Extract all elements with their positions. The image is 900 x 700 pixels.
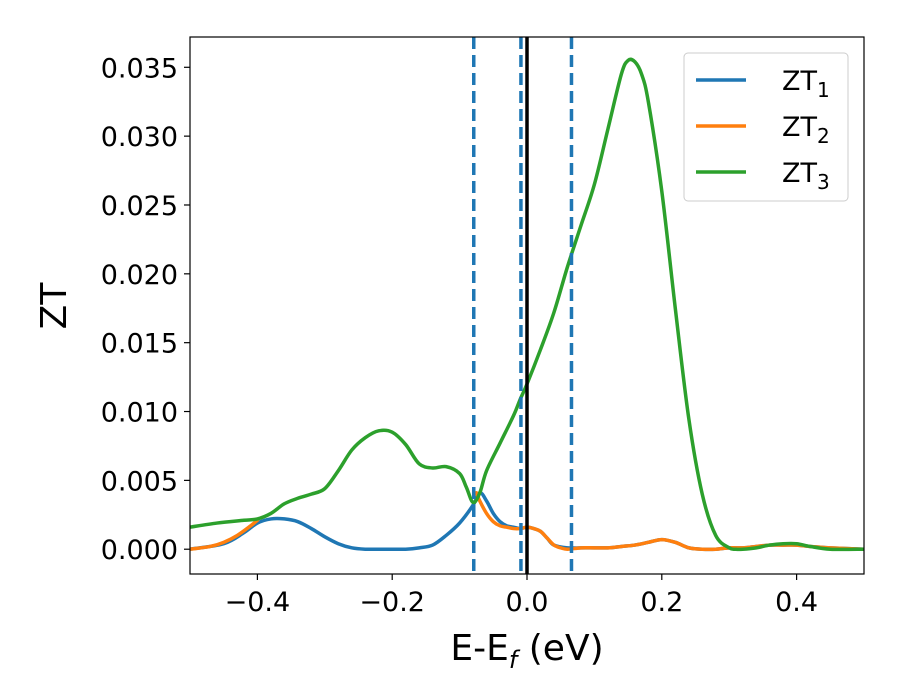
x-tick-label: 0.2	[640, 587, 683, 618]
y-tick-label: 0.035	[101, 53, 178, 84]
x-axis-label-main: E-E	[450, 628, 508, 669]
y-tick-label: 0.010	[101, 398, 178, 429]
x-tick-label: 0.0	[506, 587, 549, 618]
legend-label: ZT2	[782, 112, 830, 148]
series-line-zt3	[190, 57, 864, 552]
x-axis-label-unit: (eV)	[517, 628, 603, 669]
y-tick-label: 0.005	[101, 466, 178, 497]
y-tick-label: 0.015	[101, 329, 178, 360]
y-axis-label: ZT	[34, 282, 75, 330]
x-axis: −0.4 −0.2 0.0 0.2 0.4	[225, 574, 818, 618]
y-tick-label: 0.030	[101, 122, 178, 153]
x-tick-label: 0.4	[775, 587, 818, 618]
plot-area	[189, 36, 865, 575]
y-axis: 0.000 0.005 0.010 0.015 0.020 0.025 0.030 0.035	[101, 53, 190, 566]
x-axis-label: E-Ef (eV)	[450, 628, 603, 674]
y-tick-label: 0.025	[101, 191, 178, 222]
legend-box	[683, 52, 849, 202]
legend: ZT1 ZT2 ZT3	[683, 52, 849, 202]
legend-label: ZT3	[782, 158, 830, 194]
x-tick-label: −0.2	[359, 587, 425, 618]
x-tick-label: −0.4	[225, 587, 291, 618]
y-tick-label: 0.000	[101, 535, 178, 566]
legend-label: ZT1	[782, 66, 830, 102]
y-tick-label: 0.020	[101, 260, 178, 291]
